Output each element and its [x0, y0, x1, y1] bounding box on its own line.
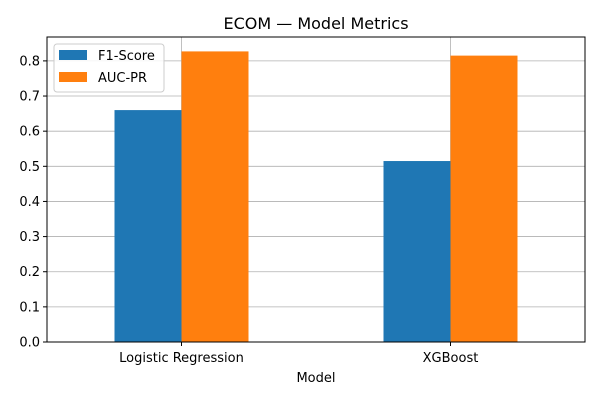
bar-auc-pr-logistic-regression — [181, 51, 249, 343]
legend: F1-Score AUC-PR — [53, 43, 165, 93]
y-tick-label: 0.5 — [19, 160, 40, 175]
y-tick-label: 0.4 — [19, 195, 40, 210]
y-tick-label: 0.0 — [19, 336, 40, 351]
x-tick-label: XGBoost — [423, 351, 479, 366]
bars — [114, 51, 518, 343]
legend-label-f1-score: F1-Score — [98, 49, 155, 64]
y-tick-label: 0.3 — [19, 230, 40, 245]
y-tick-label: 0.1 — [19, 300, 40, 315]
y-tick-label: 0.7 — [19, 90, 40, 105]
y-tick-label: 0.2 — [19, 265, 40, 280]
x-axis: Logistic Regression XGBoost — [119, 342, 478, 366]
y-tick-label: 0.8 — [19, 54, 40, 69]
x-axis-label: Model — [296, 371, 335, 386]
bar-f1-score-xgboost — [383, 161, 451, 342]
y-tick-label: 0.6 — [19, 125, 40, 140]
legend-swatch-auc-pr — [59, 72, 87, 82]
plot-frame — [46, 36, 586, 343]
chart-title: ECOM — Model Metrics — [223, 14, 408, 33]
x-tick-label: Logistic Regression — [119, 351, 244, 366]
legend-label-auc-pr: AUC-PR — [98, 71, 147, 86]
y-axis: 0.0 0.1 0.2 0.3 0.4 0.5 0.6 0.7 0.8 — [19, 54, 47, 351]
bar-f1-score-logistic-regression — [114, 110, 182, 342]
legend-swatch-f1-score — [59, 50, 87, 60]
bar-auc-pr-xgboost — [450, 55, 518, 343]
